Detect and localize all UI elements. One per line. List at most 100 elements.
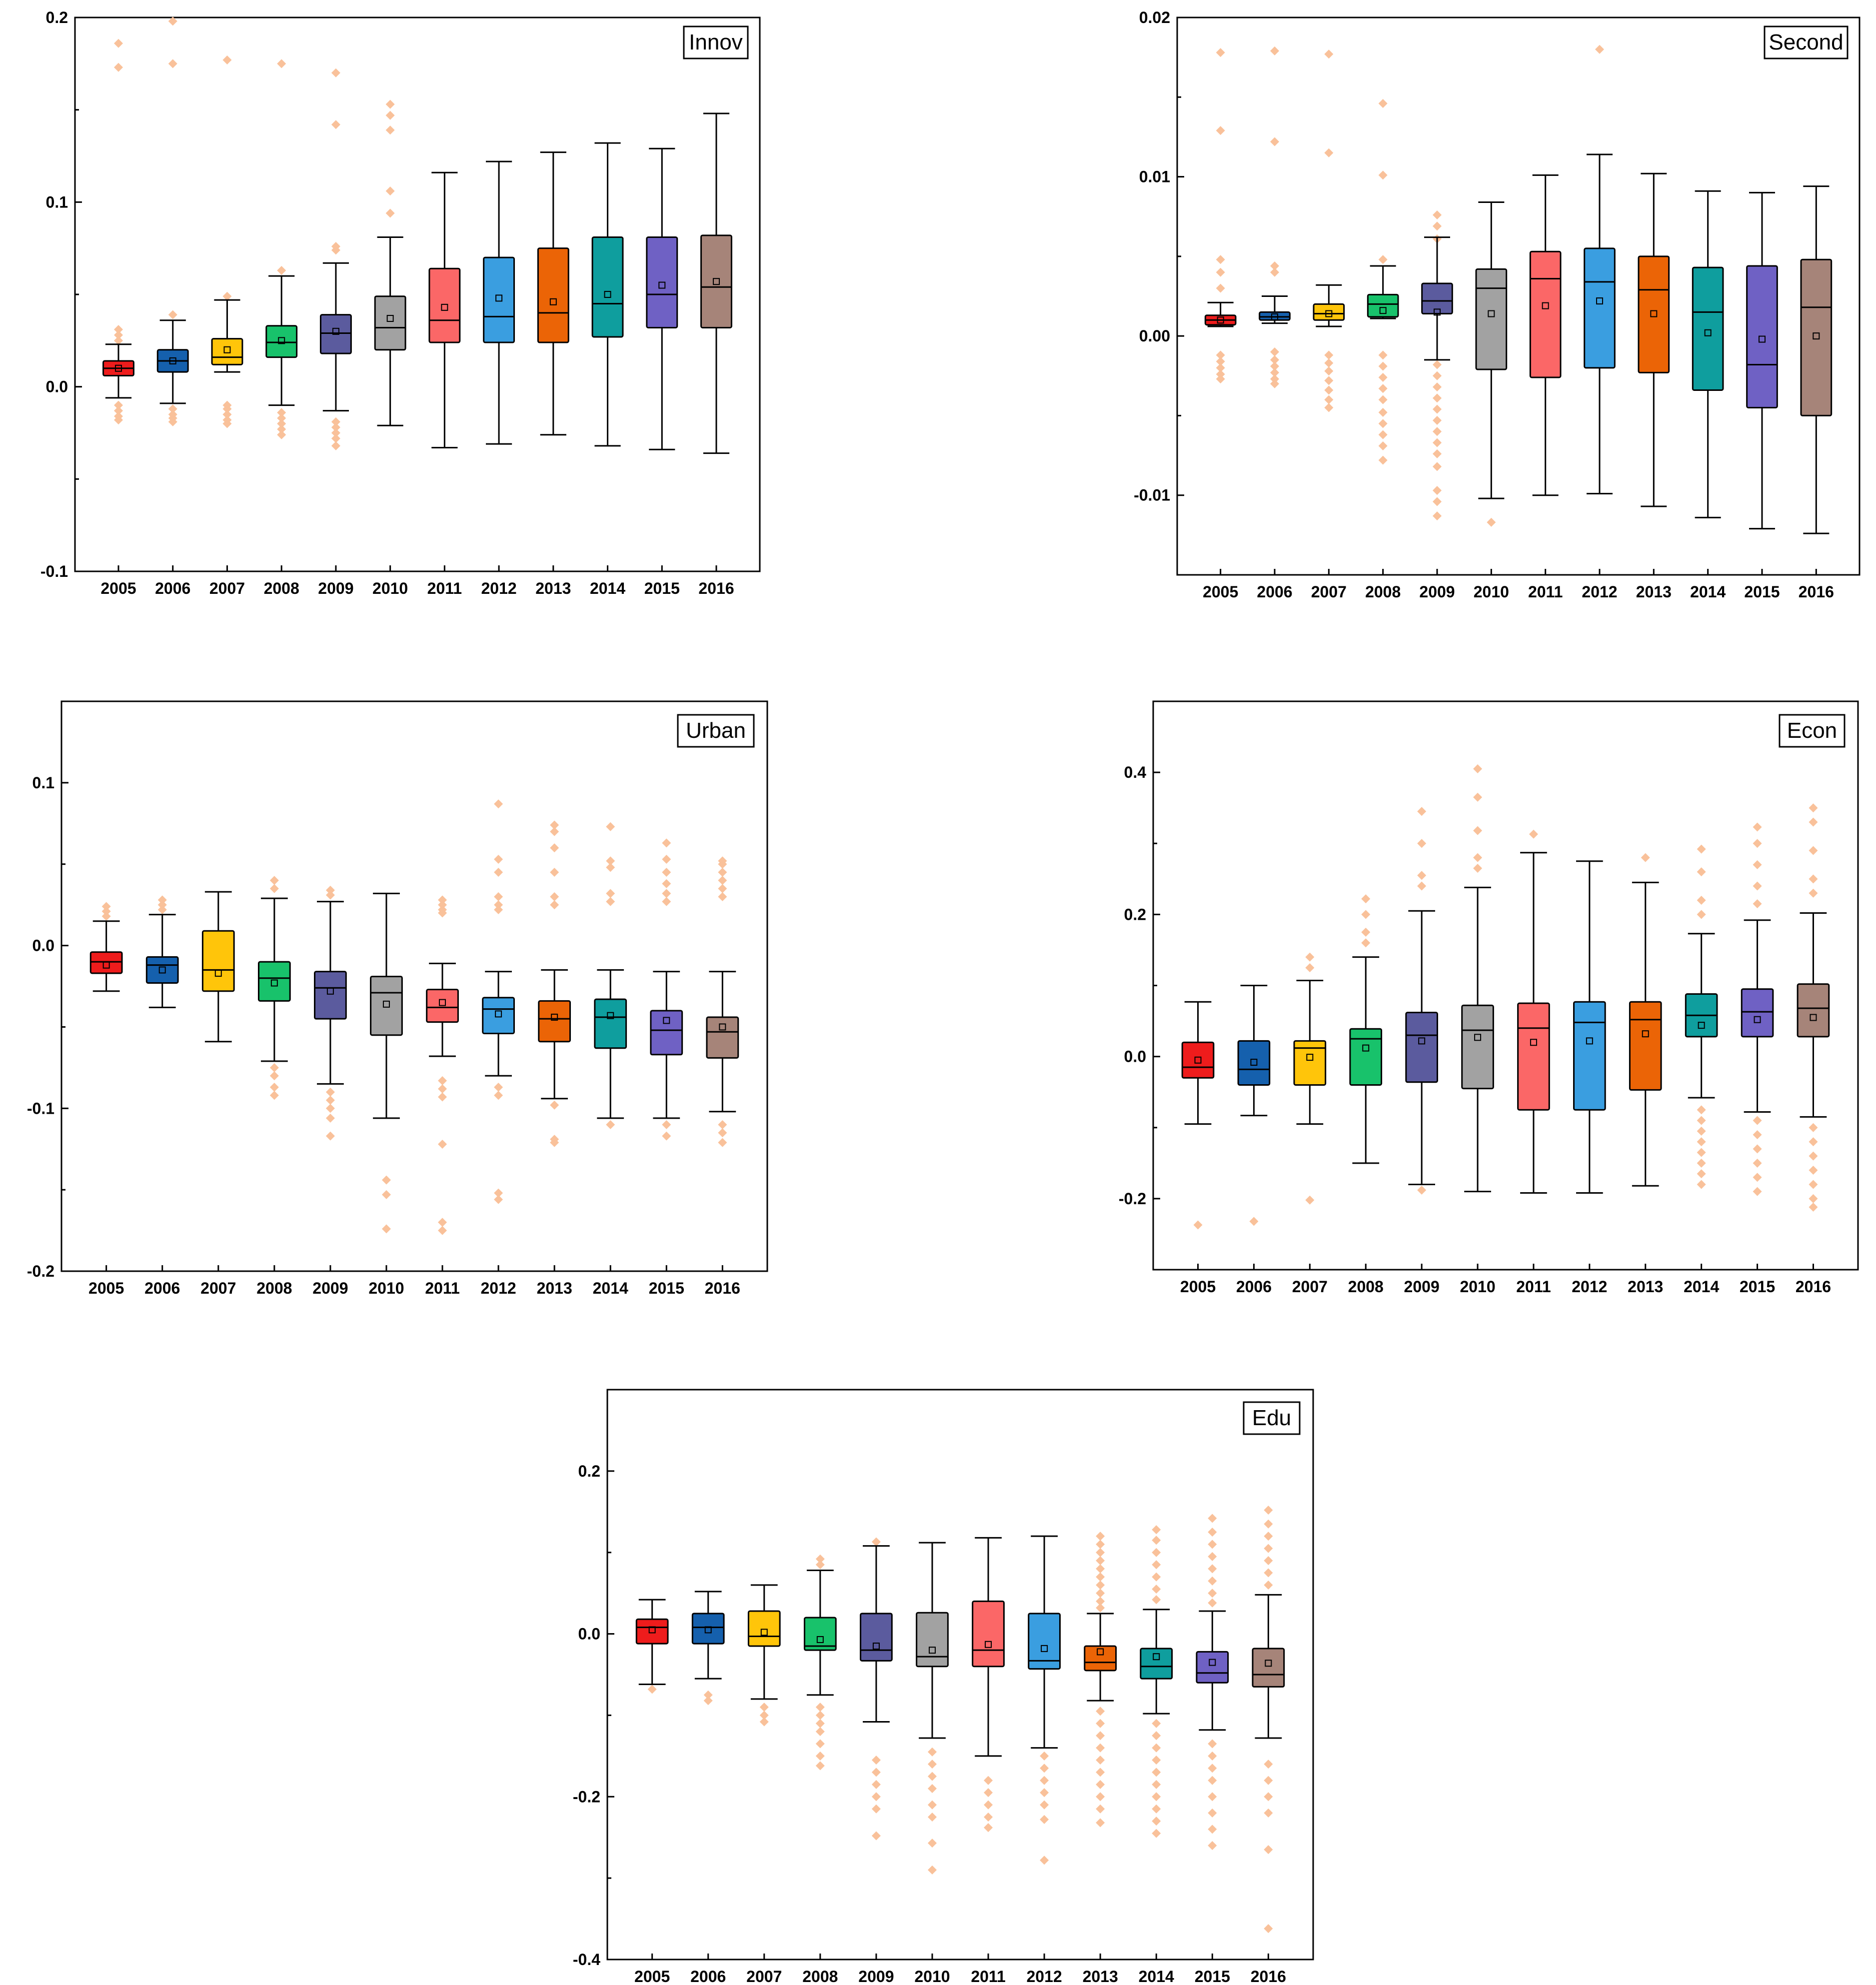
box-2008 <box>257 876 291 1100</box>
box-2010 <box>1461 764 1494 1193</box>
box-2006 <box>1237 985 1271 1226</box>
box-body <box>1293 1040 1327 1086</box>
outlier-point <box>1096 1556 1105 1565</box>
outlier-point <box>1096 1804 1105 1814</box>
mean-marker <box>1704 329 1712 336</box>
outlier-point <box>101 911 111 921</box>
outlier-point <box>113 336 123 345</box>
outlier-point <box>1433 486 1442 495</box>
outlier-point <box>1040 1764 1049 1773</box>
outlier-point <box>277 419 286 428</box>
x-tick-label: 2006 <box>1236 1278 1272 1296</box>
outlier-point <box>1096 1564 1105 1574</box>
outlier-point <box>606 889 615 898</box>
outlier-point <box>984 1813 993 1822</box>
outlier-point <box>662 1131 671 1141</box>
outlier-point <box>1264 1845 1273 1855</box>
mean-marker <box>1209 1659 1216 1666</box>
outlier-point <box>1216 363 1225 372</box>
outlier-point <box>1216 267 1225 277</box>
outlier-point <box>1216 369 1225 379</box>
outlier-point <box>1753 881 1762 891</box>
outlier-point <box>1216 255 1225 264</box>
outlier-point <box>494 900 503 910</box>
box-2005 <box>102 38 134 425</box>
box-2007 <box>747 1584 781 1727</box>
outlier-point <box>1378 350 1388 360</box>
outlier-point <box>871 1804 881 1814</box>
mean-marker <box>1542 302 1549 309</box>
box-2009 <box>1405 807 1438 1195</box>
outlier-point <box>1264 1924 1273 1934</box>
outlier-point <box>1216 357 1225 366</box>
outlier-point <box>331 441 340 450</box>
x-tick-label: 2005 <box>634 1968 670 1985</box>
box-2016 <box>1797 803 1830 1212</box>
outlier-point <box>662 854 671 864</box>
outlier-point <box>101 907 111 916</box>
outlier-point <box>494 892 503 901</box>
outlier-point <box>927 1839 937 1848</box>
outlier-point <box>1152 1731 1161 1741</box>
outlier-point <box>1040 1776 1049 1785</box>
mean-marker <box>1217 316 1224 324</box>
outlier-point <box>1378 384 1388 393</box>
outlier-point <box>1697 1180 1706 1189</box>
box-body <box>1084 1645 1117 1672</box>
outlier-point <box>1152 1817 1161 1826</box>
y-tick-label: 0.1 <box>46 193 68 211</box>
y-tick-label: -0.1 <box>27 1099 54 1117</box>
outlier-point <box>1249 1217 1259 1226</box>
box-2008 <box>265 59 298 439</box>
mean-marker <box>1650 310 1658 317</box>
outlier-point <box>1809 1194 1818 1203</box>
x-tick-label: 2011 <box>427 579 462 597</box>
outlier-point <box>1809 1180 1818 1189</box>
plot-frame <box>606 1389 1314 1961</box>
outlier-point <box>815 1751 825 1761</box>
outlier-point <box>718 1120 727 1129</box>
outlier-point <box>1152 1719 1161 1728</box>
outlier-point <box>1270 374 1279 384</box>
outlier-point <box>1433 427 1442 436</box>
outlier-point <box>1433 497 1442 506</box>
outlier-point <box>1096 1731 1105 1741</box>
outlier-point <box>277 59 286 68</box>
outlier-point <box>1324 376 1334 385</box>
mean-marker <box>1596 297 1603 305</box>
box-2014 <box>1685 844 1718 1189</box>
outlier-point <box>1753 1158 1762 1168</box>
outlier-point <box>1152 1768 1161 1777</box>
x-tick-label: 2009 <box>312 1279 348 1297</box>
outlier-point <box>647 1685 657 1694</box>
outlier-point <box>815 1727 825 1736</box>
outlier-point <box>494 1188 503 1198</box>
outlier-point <box>718 892 727 901</box>
outlier-point <box>1216 350 1225 360</box>
outlier-point <box>550 892 559 901</box>
x-tick-label: 2013 <box>1636 583 1672 601</box>
outlier-point <box>984 1800 993 1810</box>
mean-marker <box>223 346 231 353</box>
mean-marker <box>719 1023 726 1031</box>
box-2016 <box>700 112 732 454</box>
box-2014 <box>594 822 627 1129</box>
y-tick-label: 0.4 <box>1124 763 1147 781</box>
mean-marker <box>382 1000 390 1008</box>
outlier-point <box>1040 1815 1049 1824</box>
x-tick-label: 2009 <box>1419 583 1455 601</box>
outlier-point <box>1324 403 1334 412</box>
box-body <box>483 256 515 343</box>
x-tick-label: 2006 <box>690 1968 726 1985</box>
outlier-point <box>1361 910 1371 919</box>
outlier-point <box>1096 1603 1105 1613</box>
x-tick-label: 2005 <box>1180 1278 1216 1296</box>
box-body <box>374 295 406 351</box>
outlier-point <box>550 827 559 836</box>
outlier-point <box>1270 46 1279 55</box>
outlier-point <box>1433 221 1442 231</box>
plot-frame <box>60 700 768 1272</box>
outlier-point <box>718 1128 727 1138</box>
outlier-point <box>1208 1825 1217 1834</box>
outlier-point <box>1264 1580 1273 1590</box>
